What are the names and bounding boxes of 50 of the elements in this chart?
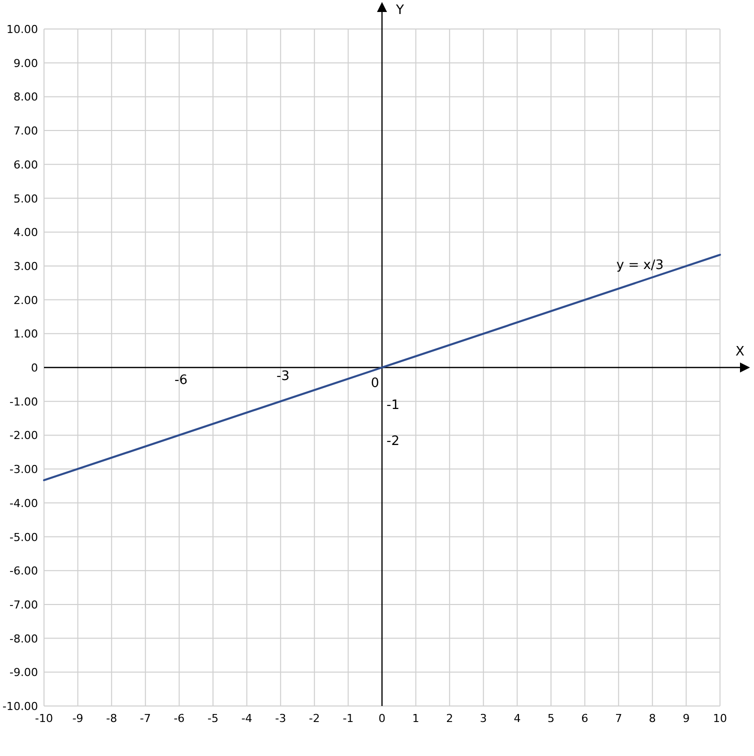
x-tick-label: 9 [682,712,690,725]
annotation: -1 [386,398,400,413]
y-tick-label: -5.00 [10,530,38,544]
x-axis-title: X [736,344,745,360]
x-tick-label: -9 [72,712,84,725]
y-tick-label: -4.00 [10,496,38,510]
x-tick-label: 8 [648,712,656,725]
x-tick-label: 2 [446,712,454,725]
y-tick-label: 2.00 [14,294,38,307]
y-tick-label: -10.00 [2,700,38,713]
y-tick-label: 9.00 [14,56,38,70]
x-tick-label: 4 [514,712,521,725]
x-tick-label: -10 [35,712,53,725]
x-tick-label: 7 [615,712,622,725]
x-tick-label: -3 [275,712,286,725]
y-tick-label: 8.00 [14,90,38,104]
annotation: -6 [174,373,188,388]
y-tick-label: 6.00 [14,158,38,172]
y-tick-label: 4.00 [14,226,38,240]
x-tick-label: 0 [378,712,386,725]
x-tick-label: -6 [174,712,185,725]
x-tick-label: -1 [342,712,354,725]
x-tick-label: -8 [106,712,118,725]
x-tick-label: -4 [241,712,252,725]
y-tick-label: -7.00 [10,598,38,612]
x-tick-label: -2 [308,712,320,725]
y-tick-label: 7.00 [14,124,38,138]
y-tick-label: 10.00 [6,23,38,36]
x-tick-label: 5 [548,712,554,725]
annotation: y = x/3 [616,258,664,273]
annotation: -2 [386,434,400,449]
y-tick-label: 0 [31,362,38,374]
x-tick-label: 6 [581,712,588,725]
x-tick-label: 10 [713,712,727,725]
y-tick-label: -1.00 [10,395,38,408]
y-tick-label: 1.00 [14,328,38,341]
y-tick-label: 5.00 [14,192,38,206]
x-tick-label: 3 [480,712,487,725]
x-tick-label: 1 [412,712,420,725]
x-tick-label: -5 [208,712,218,725]
y-tick-label: 3.00 [14,260,38,273]
y-tick-label: -3.00 [10,463,38,476]
y-tick-label: -6.00 [10,564,38,578]
y-axis-title: Y [395,3,404,18]
y-tick-label: -9.00 [10,666,38,680]
annotation: 0 [370,376,380,391]
x-tick-label: -7 [140,712,151,725]
y-tick-label: -8.00 [10,632,38,646]
annotation: -3 [276,369,290,384]
y-tick-label: -2.00 [10,429,38,442]
